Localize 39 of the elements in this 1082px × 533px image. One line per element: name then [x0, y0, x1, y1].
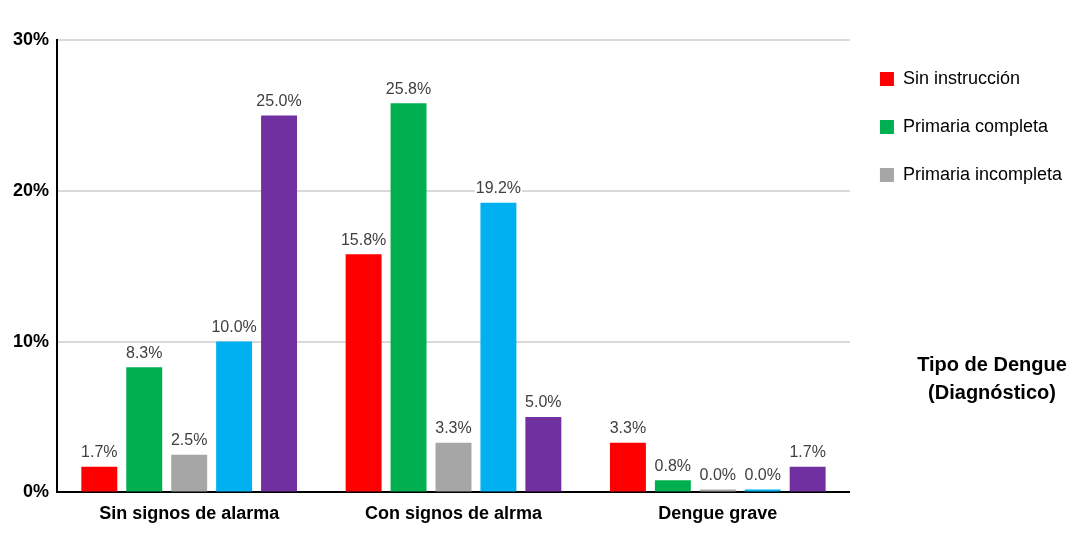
data-label: 8.3%	[126, 343, 163, 361]
bar	[435, 442, 472, 492]
data-label: 0.0%	[699, 465, 737, 483]
data-label: 10.0%	[211, 318, 257, 336]
bar	[345, 254, 382, 492]
data-label: 15.8%	[340, 230, 387, 248]
bar	[525, 417, 562, 492]
x-axis-title: Tipo de Dengue (Diagnóstico)	[917, 352, 1067, 403]
bar	[390, 103, 427, 492]
data-label: 1.7%	[81, 443, 118, 461]
data-label: 5.0%	[525, 393, 562, 411]
bar	[609, 442, 646, 492]
x-tick-label: Sin signos de alarma	[99, 503, 281, 524]
y-tick-label: 30%	[13, 28, 50, 49]
data-label: 0.8%	[654, 456, 692, 474]
legend-label: Primaria incompleta	[902, 163, 1063, 184]
y-tick-label: 10%	[13, 330, 50, 351]
legend-label: Primaria completa	[902, 115, 1049, 136]
data-label: 0.0%	[744, 465, 781, 483]
data-label: 25.0%	[256, 91, 302, 109]
data-label: 1.7%	[789, 443, 826, 461]
bar	[126, 367, 163, 492]
x-tick-label: Con signos de alrma	[364, 503, 543, 524]
bar	[171, 454, 208, 492]
data-label: 2.5%	[170, 431, 208, 449]
bar	[480, 202, 517, 492]
bar	[654, 480, 691, 492]
x-tick-label: Dengue grave	[658, 503, 778, 524]
bar	[81, 466, 118, 492]
data-label: 3.3%	[609, 419, 647, 437]
bar	[216, 341, 253, 492]
data-label: 19.2%	[475, 179, 522, 197]
data-label: 25.8%	[385, 79, 432, 97]
bar	[789, 466, 826, 492]
y-tick-label: 0%	[23, 481, 50, 502]
bar	[261, 115, 298, 492]
data-label: 3.3%	[435, 419, 472, 437]
legend-label: Sin instrucción	[902, 67, 1021, 88]
y-tick-label: 20%	[13, 179, 50, 200]
